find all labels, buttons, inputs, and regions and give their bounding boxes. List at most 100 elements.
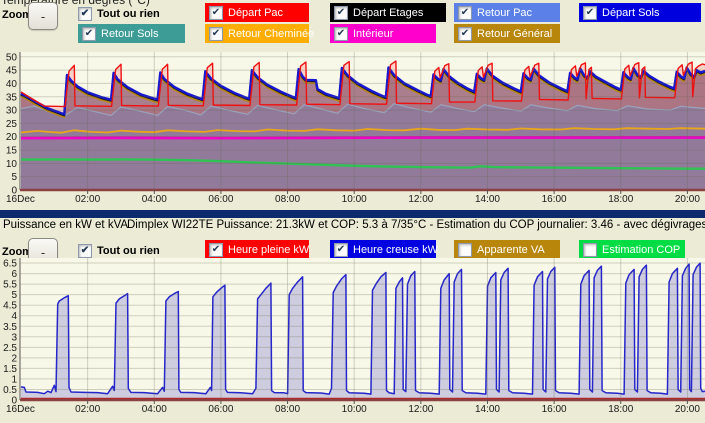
legend-label-apparente: Apparente VA: [477, 243, 545, 256]
legend-label-depart-sols: Départ Sols: [602, 6, 660, 19]
legend-label-depart-etages: Départ Etages: [353, 6, 424, 19]
series-heure-creuse: [20, 262, 705, 395]
x-tick-label: 08:00: [275, 404, 300, 415]
x-tick-label: 16Dec: [6, 194, 35, 205]
y-tick-label: 3.5: [3, 322, 17, 333]
y-tick-label: 5.5: [3, 280, 17, 291]
status-info-text: Dimplex WI22TE Puissance: 21.3kW et COP:…: [127, 219, 705, 231]
series-retour-sols: [20, 158, 705, 170]
legend-label-retour-sols: Retour Sols: [101, 27, 159, 40]
legend-retour-cheminee[interactable]: ✔ Retour Cheminée: [205, 24, 314, 43]
zoom-label-top: Zoom: [2, 9, 32, 21]
checkbox-depart-sols[interactable]: ✔: [583, 5, 597, 20]
legend-label-retour-cheminee: Retour Cheminée: [228, 27, 315, 40]
x-tick-label: 04:00: [142, 194, 167, 205]
legend-label-heure-creuse: Heure creuse kW: [353, 243, 438, 256]
legend-label-estimation-cop: Estimation COP: [602, 243, 681, 256]
x-tick-label: 12:00: [408, 194, 433, 205]
legend-interieur[interactable]: ✔ Intérieur: [330, 24, 436, 43]
power-chart[interactable]: 00.511.522.533.544.555.566.5 16Dec 02:00 04…: [0, 254, 705, 423]
x-tick-label: 16Dec: [6, 404, 35, 415]
series-depart-pac: [20, 60, 705, 108]
x-tick-label: 14:00: [475, 404, 500, 415]
y-tick-label: 10: [6, 159, 18, 170]
checkbox-retour-sols[interactable]: ✔: [82, 26, 96, 41]
checkbox-retour-pac[interactable]: ✔: [458, 5, 472, 20]
legend-label-interieur: Intérieur: [353, 27, 394, 40]
temperature-chart[interactable]: 0 5 10 15 20 25 30 35 40 45 50 16Dec 02:00 04:00 06:00…: [0, 46, 705, 210]
x-tick-label: 20:00: [675, 194, 700, 205]
legend-depart-sols[interactable]: ✔ Départ Sols: [579, 3, 701, 22]
checkbox-apparente[interactable]: [458, 242, 472, 257]
y-tick-label: 45: [6, 66, 18, 77]
legend-heure-creuse[interactable]: ✔ Heure creuse kW: [330, 240, 438, 259]
legend-label-heure-pleine: Heure pleine kW: [228, 243, 310, 256]
legend-label-retour-pac: Retour Pac: [477, 6, 533, 19]
checkbox-estimation-cop[interactable]: [583, 242, 597, 257]
x-tick-label: 14:00: [475, 194, 500, 205]
x-tick-label: 06:00: [208, 194, 233, 205]
separator-bar: [0, 210, 705, 218]
x-tick-label: 10:00: [342, 404, 367, 415]
y-tick-label: 4: [11, 311, 17, 322]
checkbox-heure-creuse[interactable]: ✔: [334, 242, 348, 257]
y-tick-label: 50: [6, 52, 18, 63]
legend-heure-pleine[interactable]: ✔ Heure pleine kW: [205, 240, 309, 259]
legend-tout-ou-rien-haut[interactable]: ✔ Tout ou rien: [78, 4, 173, 23]
checkbox-retour-cheminee[interactable]: ✔: [209, 26, 223, 41]
legend-apparente[interactable]: Apparente VA: [454, 240, 560, 259]
legend-retour-general[interactable]: ✔ Retour Général: [454, 24, 560, 43]
status-bar: Puissance en kW et kVA Dimplex WI22TE Pu…: [0, 219, 705, 236]
chart1-title: Température en degrés (°C): [1, 0, 150, 7]
y-tick-label: 0.5: [3, 385, 17, 396]
series-retour-cheminee: [20, 127, 705, 134]
legend-depart-pac[interactable]: ✔ Départ Pac: [205, 3, 309, 22]
zoom-out-button-top[interactable]: -: [28, 2, 58, 30]
y-tick-label: 40: [6, 79, 18, 90]
legend-tout-ou-rien-bas[interactable]: ✔ Tout ou rien: [78, 241, 173, 260]
legend-label-tout-ou-rien-haut: Tout ou rien: [97, 7, 160, 20]
y-tick-label: 0: [11, 396, 17, 407]
checkbox-interieur[interactable]: ✔: [334, 26, 348, 41]
y-tick-label: 2.5: [3, 343, 17, 354]
series-interieur: [20, 136, 705, 140]
y-tick-label: 4.5: [3, 301, 17, 312]
legend-retour-pac[interactable]: ✔ Retour Pac: [454, 3, 560, 22]
checkbox-retour-general[interactable]: ✔: [458, 26, 472, 41]
legend-label-retour-general: Retour Général: [477, 27, 553, 40]
checkbox-tout-ou-rien-bas[interactable]: ✔: [78, 243, 92, 258]
y-tick-label: 20: [6, 132, 18, 143]
checkbox-depart-etages[interactable]: ✔: [334, 5, 348, 20]
legend-label-tout-ou-rien-bas: Tout ou rien: [97, 244, 160, 257]
legend-estimation-cop[interactable]: Estimation COP: [579, 240, 685, 259]
legend-depart-etages[interactable]: ✔ Départ Etages: [330, 3, 446, 22]
y-tick-label: 5: [11, 172, 17, 183]
legend-label-depart-pac: Départ Pac: [228, 6, 284, 19]
chart2-plot-area[interactable]: [20, 258, 705, 400]
x-tick-label: 18:00: [608, 404, 633, 415]
y-tick-label: 1.5: [3, 364, 17, 375]
checkbox-depart-pac[interactable]: ✔: [209, 5, 223, 20]
y-tick-label: 5: [11, 290, 17, 301]
y-tick-label: 3: [11, 332, 17, 343]
x-tick-label: 02:00: [75, 194, 100, 205]
y-tick-label: 15: [6, 146, 18, 157]
status-left-label: Puissance en kW et kVA: [3, 219, 129, 231]
y-tick-label: 6: [11, 269, 17, 280]
y-tick-label: 25: [6, 119, 18, 130]
checkbox-tout-ou-rien-haut[interactable]: ✔: [78, 6, 92, 21]
y-tick-label: 6.5: [3, 259, 17, 270]
x-tick-label: 10:00: [342, 194, 367, 205]
legend-retour-sols[interactable]: ✔ Retour Sols: [78, 24, 185, 43]
checkbox-heure-pleine[interactable]: ✔: [209, 242, 223, 257]
x-tick-label: 04:00: [142, 404, 167, 415]
zoom-label-bottom: Zoom: [2, 246, 32, 258]
series-retour-pac: [20, 103, 705, 117]
x-tick-label: 16:00: [542, 404, 567, 415]
y-tick-label: 0: [11, 186, 17, 197]
x-tick-label: 12:00: [408, 404, 433, 415]
x-tick-label: 08:00: [275, 194, 300, 205]
y-tick-label: 35: [6, 92, 18, 103]
y-tick-label: 2: [11, 353, 17, 364]
